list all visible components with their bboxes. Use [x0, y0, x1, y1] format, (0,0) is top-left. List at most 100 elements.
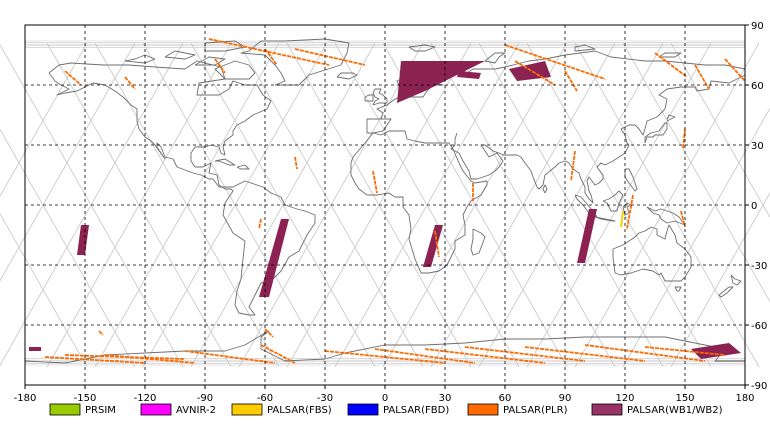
- coastline: [214, 158, 236, 166]
- legend-label: PALSAR(FBD): [383, 405, 449, 416]
- coastline: [350, 130, 488, 274]
- swath-plr: [570, 150, 576, 182]
- y-tick-label: -90: [751, 381, 767, 392]
- coastline: [364, 94, 374, 102]
- x-tick-label: 0: [382, 393, 388, 404]
- y-tick-label: 0: [751, 201, 757, 212]
- swath-plr: [98, 330, 104, 336]
- y-tick-label: 30: [751, 141, 764, 152]
- legend-label: PALSAR(WB1/WB2): [627, 405, 723, 416]
- legend-label: AVNIR-2: [176, 405, 216, 416]
- swath-plr: [258, 218, 262, 230]
- x-tick-label: 120: [615, 393, 634, 404]
- legend: PRSIM AVNIR-2 PALSAR(FBS) PALSAR(FBD) PALSAR…: [49, 403, 723, 416]
- coastline: [646, 206, 686, 226]
- swath-plr: [504, 44, 606, 80]
- swath-wb: [457, 71, 481, 79]
- swath-plr: [372, 170, 378, 194]
- coastline: [470, 228, 486, 256]
- coastline: [574, 44, 596, 52]
- coastline: [718, 286, 734, 298]
- x-tick-label: 150: [675, 393, 694, 404]
- orbit-track: [0, 42, 88, 198]
- coastline: [594, 216, 616, 222]
- coastline: [730, 274, 742, 286]
- swath-plr: [464, 346, 586, 362]
- x-tick-label: 60: [499, 393, 512, 404]
- swath-plr: [654, 52, 688, 78]
- swath-wb: [691, 343, 741, 359]
- y-tick-label: -30: [751, 261, 767, 272]
- coastline: [674, 286, 682, 292]
- x-tick-label: -60: [257, 393, 273, 404]
- x-tick-label: -180: [14, 393, 37, 404]
- swath-plr: [214, 58, 226, 74]
- swath-wb: [577, 209, 597, 263]
- coastline: [124, 54, 156, 64]
- coastline: [372, 88, 388, 106]
- coastline: [214, 60, 256, 80]
- swath-wb: [29, 347, 41, 351]
- orbit-tracks: [0, 40, 770, 368]
- coastline: [658, 52, 682, 58]
- coastline: [450, 74, 746, 204]
- coastline: [484, 52, 506, 64]
- swath-plr: [260, 344, 296, 364]
- coastline: [666, 114, 676, 122]
- swath-plr: [680, 210, 686, 228]
- swath-wb: [259, 219, 289, 297]
- coastline: [164, 50, 196, 60]
- legend-swatch: [347, 403, 379, 416]
- swath-plr: [524, 346, 646, 362]
- coastline: [602, 190, 624, 212]
- swath-plr: [514, 60, 556, 86]
- y-tick-label: -60: [751, 321, 767, 332]
- y-tick-label: 90: [751, 21, 764, 32]
- legend-swatch: [140, 403, 172, 416]
- observation-swaths: [29, 38, 746, 364]
- swath-plr: [294, 48, 366, 66]
- coastline: [624, 168, 638, 192]
- swath-wb: [423, 225, 443, 267]
- axis-ticks: -180 -150 -120 -90 -60 -30 0 30 60 90 120 150 180 90 6…: [14, 21, 768, 404]
- swath-plr: [264, 48, 278, 66]
- x-tick-label: -90: [197, 393, 213, 404]
- swath-plr: [374, 348, 476, 364]
- swath-fbs: [620, 210, 624, 228]
- swath-plr: [264, 328, 274, 338]
- swath-plr: [294, 156, 298, 170]
- coastlines: [24, 38, 746, 364]
- swath-plr: [64, 70, 82, 86]
- coastline: [336, 72, 358, 80]
- legend-swatch: [231, 403, 263, 416]
- swath-wb: [397, 61, 485, 103]
- legend-label: PALSAR(FBS): [267, 405, 332, 416]
- orbit-track: [0, 212, 88, 368]
- legend-swatch: [467, 403, 499, 416]
- x-tick-label: -150: [74, 393, 97, 404]
- orbit-track: [670, 42, 770, 219]
- coastline: [48, 60, 316, 316]
- swath-plr: [584, 344, 706, 362]
- grid-lines: [25, 25, 745, 385]
- coastline: [236, 164, 250, 170]
- legend-label: PRSIM: [85, 405, 116, 416]
- coastline: [542, 184, 548, 194]
- swath-plr: [626, 194, 634, 230]
- swath-plr: [44, 356, 146, 364]
- x-tick-label: -120: [134, 393, 157, 404]
- swath-plr: [434, 230, 440, 258]
- legend-swatch: [591, 403, 623, 416]
- swath-wb: [77, 225, 89, 255]
- coastline: [622, 202, 632, 216]
- x-tick-label: 180: [735, 393, 754, 404]
- x-tick-label: 90: [559, 393, 572, 404]
- swath-plr: [682, 128, 686, 150]
- swath-plr: [208, 38, 330, 66]
- x-tick-label: 30: [439, 393, 452, 404]
- coastline: [408, 44, 436, 52]
- swath-plr: [564, 70, 578, 92]
- x-tick-label: -30: [317, 393, 333, 404]
- coastline: [612, 224, 692, 282]
